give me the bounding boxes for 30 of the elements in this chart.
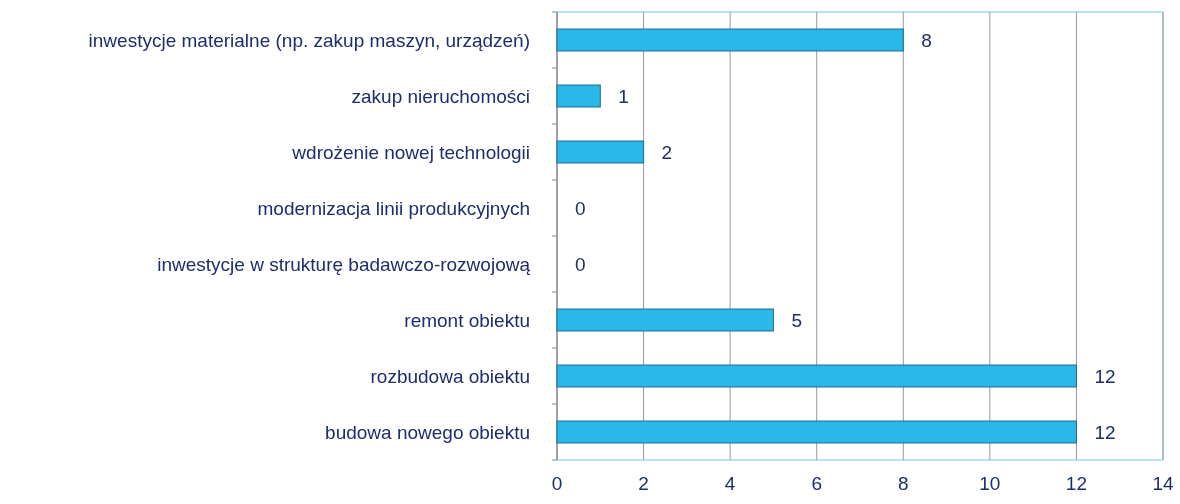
data-label: 12 <box>1094 365 1116 387</box>
data-label: 0 <box>575 197 586 219</box>
y-tick-label: inwestycje materialne (np. zakup maszyn, urządzeń) <box>88 29 530 51</box>
data-label: 5 <box>791 309 803 331</box>
data-label: 2 <box>661 141 673 163</box>
x-tick-label: 4 <box>724 473 736 494</box>
y-tick-label: zakup nieruchomości <box>351 85 530 107</box>
data-label: 8 <box>921 29 932 51</box>
bar <box>556 420 1077 444</box>
x-tick-label: 6 <box>811 473 822 494</box>
x-tick-label: 14 <box>1152 473 1174 494</box>
bar <box>556 84 601 108</box>
bar <box>556 308 774 332</box>
data-label: 0 <box>575 253 586 275</box>
bar <box>556 140 645 164</box>
y-tick-label: wdrożenie nowej technologii <box>291 141 530 163</box>
data-label: 12 <box>1094 421 1116 443</box>
data-label: 1 <box>618 85 629 107</box>
x-tick-label: 10 <box>979 473 1001 494</box>
y-tick-label: rozbudowa obiektu <box>370 365 530 387</box>
y-tick-label: budowa nowego obiektu <box>325 421 530 443</box>
bar <box>556 28 904 52</box>
y-tick-label: remont obiektu <box>404 309 530 331</box>
y-tick-label: inwestycje w strukturę badawczo-rozwojową <box>157 253 531 275</box>
x-tick-label: 12 <box>1065 473 1087 494</box>
x-tick-label: 0 <box>551 473 563 494</box>
x-tick-label: 8 <box>898 473 909 494</box>
bar <box>556 364 1077 388</box>
y-tick-label: modernizacja linii produkcyjnych <box>257 197 530 219</box>
x-tick-label: 2 <box>638 473 649 494</box>
